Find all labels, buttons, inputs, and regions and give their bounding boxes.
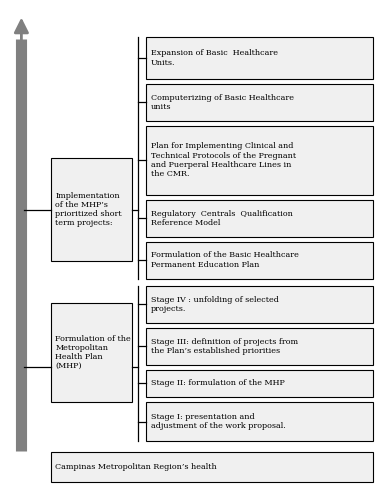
FancyBboxPatch shape [146,126,373,195]
FancyBboxPatch shape [146,37,373,79]
FancyBboxPatch shape [146,286,373,323]
Text: Stage II: formulation of the MHP: Stage II: formulation of the MHP [151,379,284,387]
Text: Computerizing of Basic Healthcare
units: Computerizing of Basic Healthcare units [151,94,294,111]
FancyBboxPatch shape [146,200,373,237]
Text: Formulation of the
Metropolitan
Health Plan
(MHP): Formulation of the Metropolitan Health P… [55,335,131,370]
FancyBboxPatch shape [146,370,373,397]
Text: Regulatory  Centrals  Qualification
Reference Model: Regulatory Centrals Qualification Refere… [151,210,293,227]
Text: Expansion of Basic  Healthcare
Units.: Expansion of Basic Healthcare Units. [151,49,277,67]
FancyBboxPatch shape [51,303,132,402]
FancyBboxPatch shape [146,328,373,365]
Text: Implementation
of the MHP’s
prioritized short
term projects:: Implementation of the MHP’s prioritized … [55,192,122,227]
FancyBboxPatch shape [146,242,373,279]
FancyBboxPatch shape [51,158,132,261]
Text: Formulation of the Basic Healthcare
Permanent Education Plan: Formulation of the Basic Healthcare Perm… [151,251,298,269]
Text: Stage III: definition of projects from
the Plan’s established priorities: Stage III: definition of projects from t… [151,338,298,355]
Text: Campinas Metropolitan Region’s health: Campinas Metropolitan Region’s health [55,463,217,471]
FancyBboxPatch shape [51,452,373,482]
Text: Stage I: presentation and
adjustment of the work proposal.: Stage I: presentation and adjustment of … [151,413,285,430]
FancyBboxPatch shape [146,402,373,441]
Text: Stage IV : unfolding of selected
projects.: Stage IV : unfolding of selected project… [151,296,279,313]
Text: Plan for Implementing Clinical and
Technical Protocols of the Pregnant
and Puerp: Plan for Implementing Clinical and Techn… [151,142,296,178]
FancyBboxPatch shape [146,84,373,121]
